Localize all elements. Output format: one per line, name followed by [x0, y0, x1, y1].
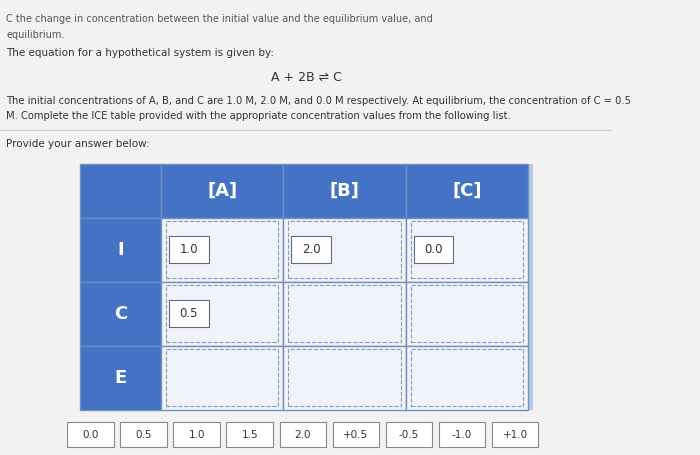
FancyBboxPatch shape — [414, 237, 454, 263]
Text: C the change in concentration between the initial value and the equilibrium valu: C the change in concentration between th… — [6, 14, 433, 24]
FancyBboxPatch shape — [279, 422, 326, 447]
FancyBboxPatch shape — [386, 422, 433, 447]
Text: [A]: [A] — [207, 182, 237, 200]
FancyBboxPatch shape — [169, 237, 209, 263]
Text: [C]: [C] — [452, 182, 482, 200]
Text: M. Complete the ICE table provided with the appropriate concentration values fro: M. Complete the ICE table provided with … — [6, 111, 511, 121]
Text: The equation for a hypothetical system is given by:: The equation for a hypothetical system i… — [6, 48, 274, 58]
FancyBboxPatch shape — [406, 218, 528, 282]
Text: The initial concentrations of A, B, and C are 1.0 M, 2.0 M, and 0.0 M respective: The initial concentrations of A, B, and … — [6, 96, 631, 106]
FancyBboxPatch shape — [284, 346, 406, 410]
FancyBboxPatch shape — [332, 422, 379, 447]
Text: C: C — [113, 305, 127, 323]
Text: 0.0: 0.0 — [424, 243, 443, 256]
FancyBboxPatch shape — [161, 282, 284, 346]
FancyBboxPatch shape — [284, 218, 406, 282]
FancyBboxPatch shape — [406, 282, 528, 346]
FancyBboxPatch shape — [80, 346, 161, 410]
FancyBboxPatch shape — [120, 422, 167, 447]
FancyBboxPatch shape — [406, 346, 528, 410]
Text: 1.0: 1.0 — [180, 243, 198, 256]
Text: Provide your answer below:: Provide your answer below: — [6, 139, 150, 149]
FancyBboxPatch shape — [67, 422, 114, 447]
Text: -0.5: -0.5 — [399, 430, 419, 440]
Text: A + 2B ⇌ C: A + 2B ⇌ C — [271, 71, 342, 84]
Text: +0.5: +0.5 — [343, 430, 368, 440]
FancyBboxPatch shape — [80, 282, 161, 346]
Text: 0.5: 0.5 — [180, 307, 198, 320]
Text: -1.0: -1.0 — [452, 430, 472, 440]
FancyBboxPatch shape — [169, 300, 209, 327]
Text: 0.5: 0.5 — [136, 430, 152, 440]
FancyBboxPatch shape — [406, 164, 528, 218]
Text: +1.0: +1.0 — [503, 430, 528, 440]
Text: [B]: [B] — [330, 182, 360, 200]
FancyBboxPatch shape — [174, 422, 220, 447]
Text: 1.5: 1.5 — [241, 430, 258, 440]
Text: 2.0: 2.0 — [295, 430, 311, 440]
Text: 2.0: 2.0 — [302, 243, 321, 256]
Text: 0.0: 0.0 — [83, 430, 99, 440]
FancyBboxPatch shape — [80, 218, 161, 282]
FancyBboxPatch shape — [284, 164, 406, 218]
FancyBboxPatch shape — [80, 164, 533, 410]
Text: equilibrium.: equilibrium. — [6, 30, 64, 40]
Text: I: I — [117, 241, 124, 259]
FancyBboxPatch shape — [291, 237, 331, 263]
FancyBboxPatch shape — [439, 422, 485, 447]
FancyBboxPatch shape — [161, 346, 284, 410]
FancyBboxPatch shape — [491, 422, 538, 447]
Text: E: E — [114, 369, 127, 387]
FancyBboxPatch shape — [161, 164, 284, 218]
Text: 1.0: 1.0 — [188, 430, 205, 440]
FancyBboxPatch shape — [161, 218, 284, 282]
FancyBboxPatch shape — [227, 422, 273, 447]
FancyBboxPatch shape — [284, 282, 406, 346]
FancyBboxPatch shape — [80, 164, 161, 218]
